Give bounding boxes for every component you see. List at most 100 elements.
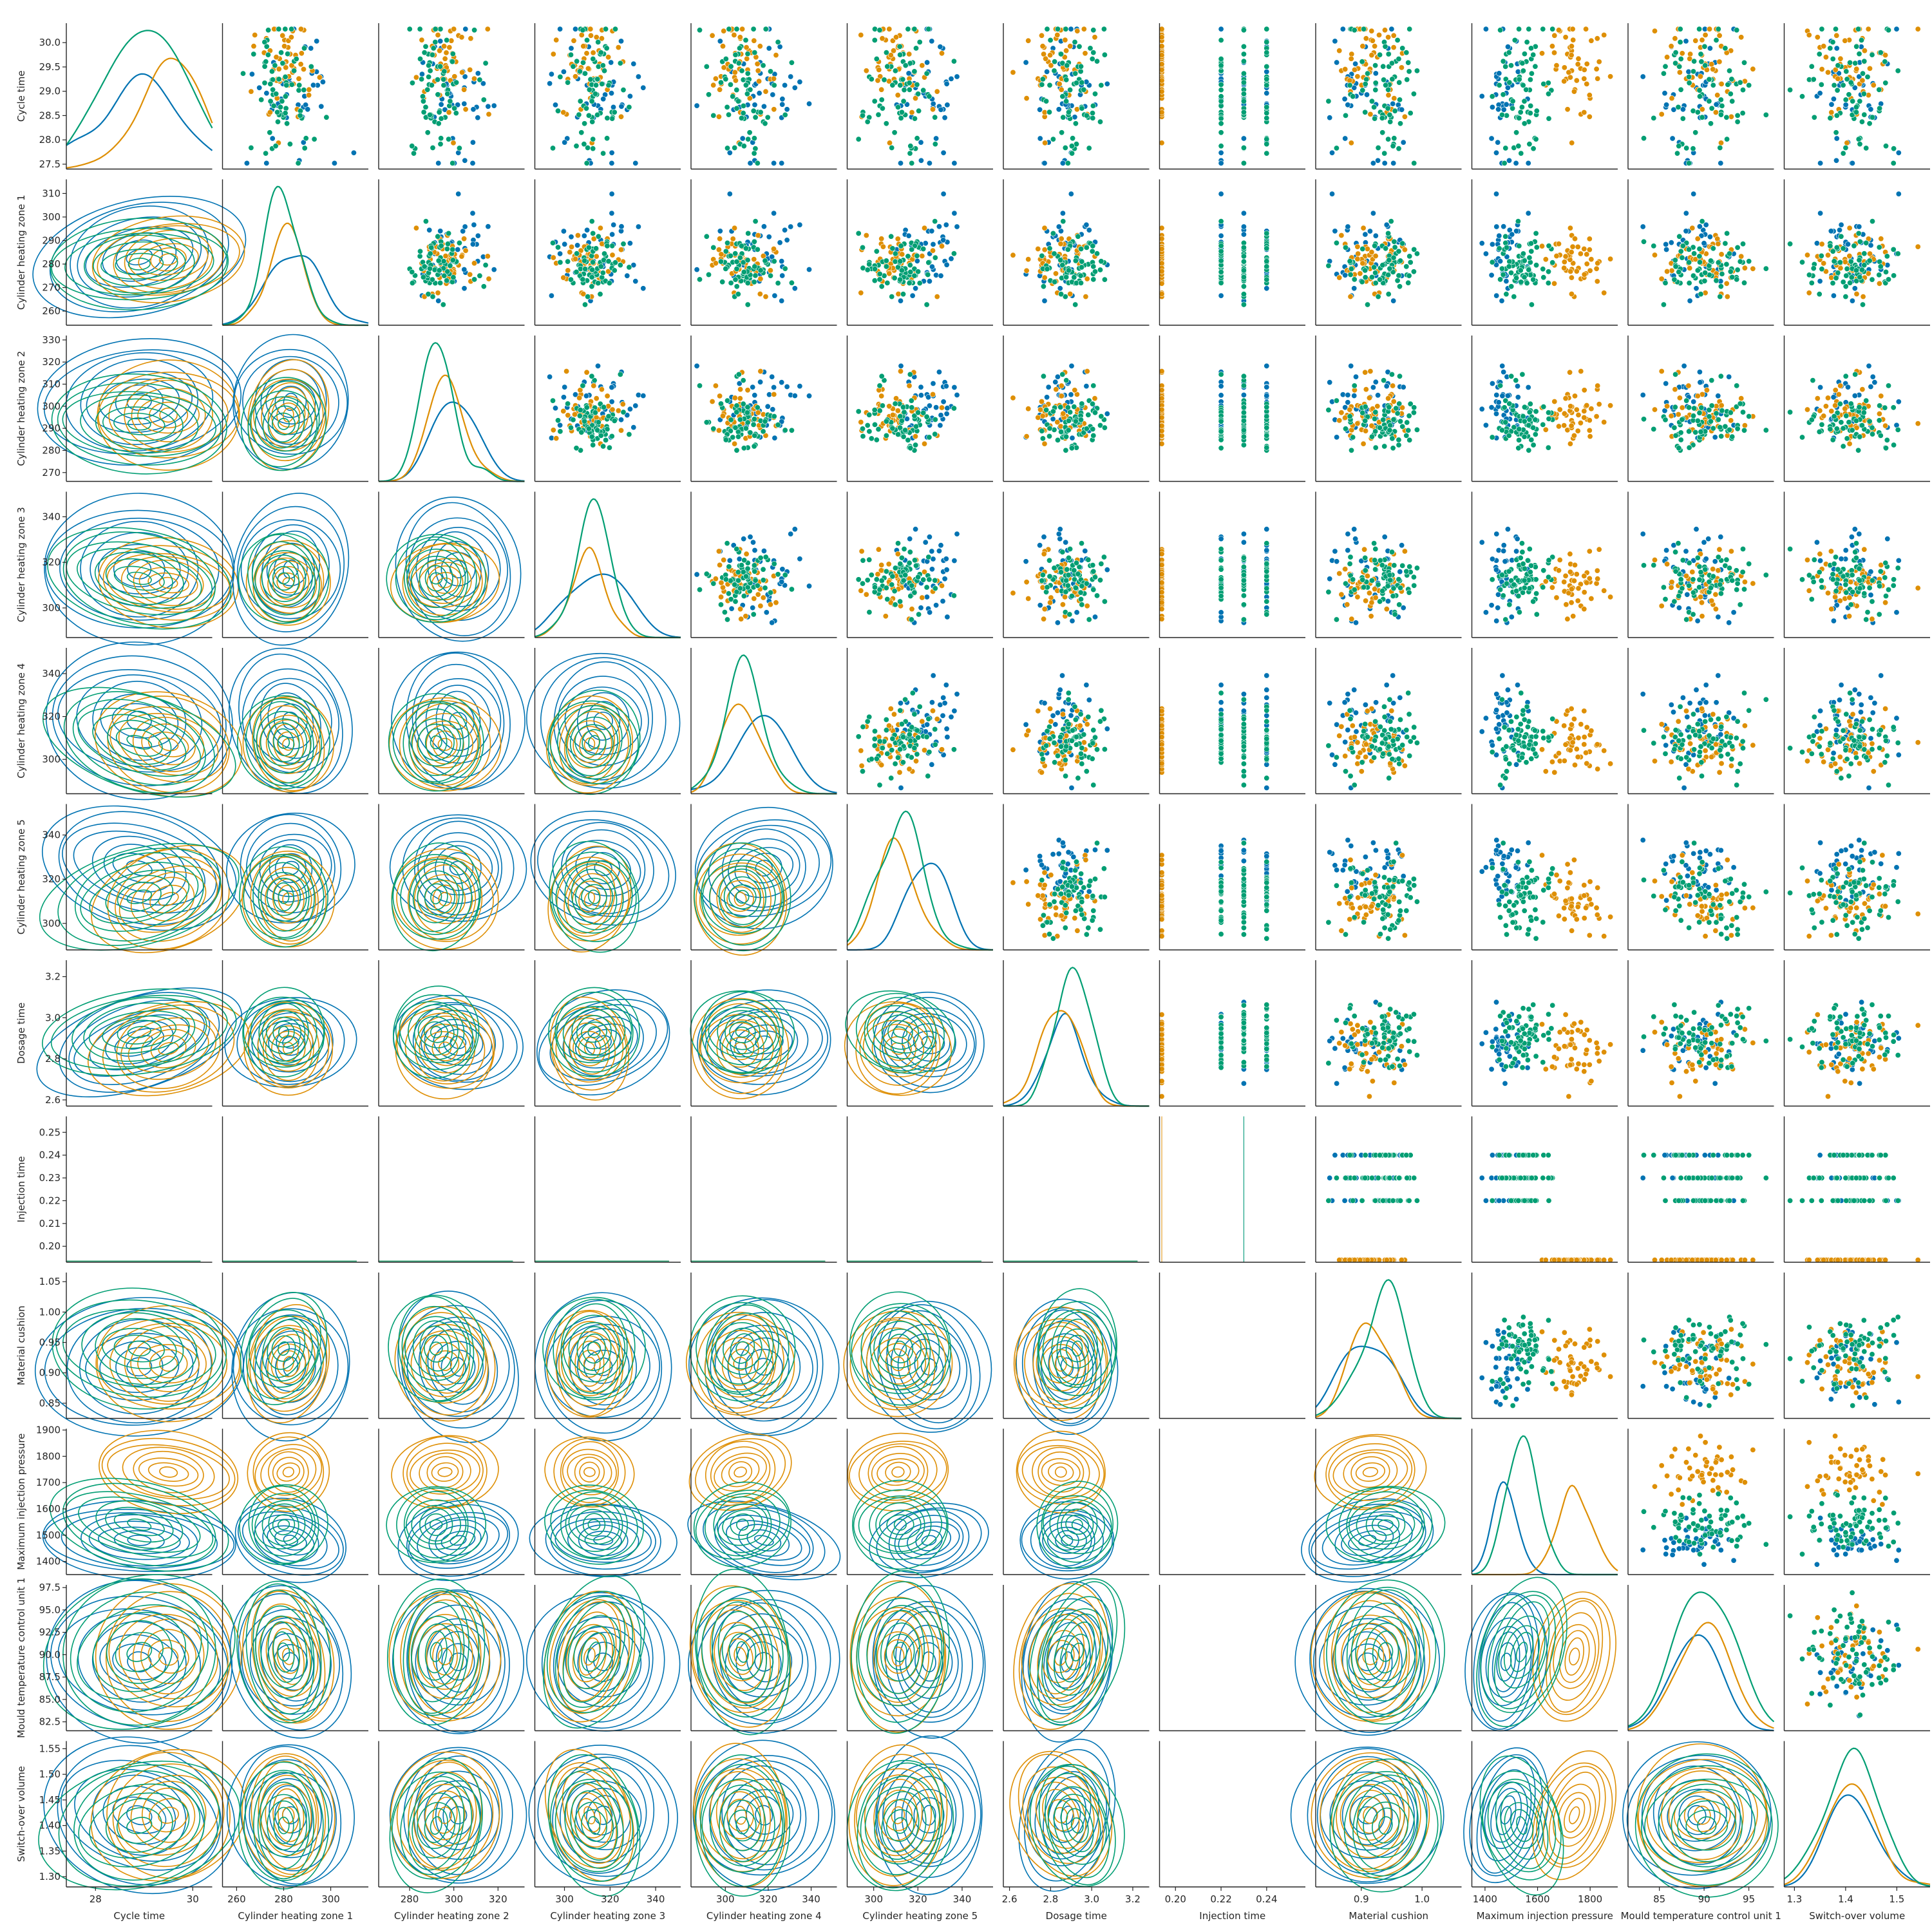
scatter-point — [1044, 395, 1049, 400]
scatter-point — [694, 103, 699, 108]
scatter-point — [1079, 80, 1084, 85]
scatter-point — [1381, 77, 1386, 82]
scatter-point — [1719, 402, 1724, 408]
scatter-point — [1218, 249, 1224, 254]
scatter-point — [1572, 393, 1577, 399]
scatter-point — [1264, 142, 1269, 147]
scatter-point — [735, 434, 741, 439]
scatter-point — [444, 37, 449, 43]
scatter-point — [1218, 56, 1224, 61]
scatter-point — [1370, 38, 1375, 43]
scatter-point — [446, 109, 451, 115]
scatter-point — [1857, 404, 1862, 410]
scatter-point — [1651, 115, 1656, 120]
scatter-point — [1060, 372, 1065, 377]
scatter-point — [697, 28, 702, 33]
scatter-point — [1819, 267, 1824, 272]
scatter-point — [752, 264, 757, 269]
scatter-point — [1741, 428, 1747, 433]
scatter-point — [579, 430, 584, 435]
scatter-point — [856, 137, 861, 142]
scatter-point — [446, 137, 451, 142]
scatter-point — [1400, 241, 1405, 246]
scatter-point — [554, 435, 559, 440]
scatter-point — [1218, 243, 1224, 249]
scatter-point — [558, 429, 563, 434]
scatter-point — [1360, 88, 1365, 93]
scatter-point — [1340, 392, 1345, 397]
scatter-point — [1397, 419, 1403, 424]
scatter-point — [1672, 386, 1678, 392]
scatter-point — [1672, 404, 1678, 410]
scatter-point — [757, 44, 762, 49]
scatter-point — [1359, 59, 1365, 64]
scatter-point — [621, 242, 626, 247]
scatter-point — [771, 160, 776, 166]
scatter-point — [1681, 363, 1687, 368]
scatter-point — [1799, 94, 1804, 99]
scatter-point — [909, 247, 914, 252]
scatter-point — [736, 61, 741, 66]
scatter-point — [1709, 62, 1714, 67]
scatter-point — [1697, 410, 1702, 415]
scatter-point — [735, 292, 741, 297]
panel-r1-c9 — [1472, 180, 1618, 326]
scatter-point — [1672, 277, 1677, 282]
scatter-point — [1352, 61, 1358, 66]
scatter-point — [1867, 419, 1872, 424]
scatter-point — [1050, 409, 1056, 414]
scatter-point — [745, 302, 750, 307]
kde-curve — [66, 74, 213, 151]
scatter-point — [456, 191, 461, 196]
scatter-point — [1583, 26, 1588, 32]
scatter-point — [448, 263, 453, 268]
scatter-point — [1691, 406, 1696, 411]
scatter-point — [694, 363, 699, 368]
scatter-point — [1683, 229, 1689, 234]
scatter-point — [1587, 114, 1592, 119]
scatter-point — [1412, 160, 1417, 166]
scatter-point — [711, 113, 716, 118]
scatter-point — [1848, 401, 1853, 406]
scatter-point — [741, 446, 746, 451]
scatter-point — [1741, 280, 1747, 285]
scatter-point — [557, 251, 562, 256]
scatter-point — [869, 436, 874, 441]
scatter-point — [775, 280, 781, 285]
scatter-point — [1264, 413, 1269, 419]
scatter-point — [1595, 36, 1600, 41]
scatter-point — [308, 46, 314, 51]
scatter-point — [929, 39, 934, 44]
scatter-point — [1817, 292, 1822, 297]
scatter-point — [561, 275, 566, 280]
scatter-point — [1750, 266, 1756, 271]
scatter-point — [1513, 276, 1519, 281]
scatter-point — [741, 269, 746, 274]
scatter-point — [1501, 92, 1506, 97]
scatter-point — [583, 106, 589, 111]
scatter-point — [591, 56, 596, 61]
scatter-point — [451, 26, 457, 32]
scatter-point — [1695, 393, 1700, 399]
scatter-point — [779, 258, 784, 263]
scatter-point — [604, 46, 609, 51]
scatter-point — [1540, 422, 1546, 427]
scatter-point — [1036, 246, 1041, 251]
scatter-point — [893, 68, 898, 73]
scatter-point — [1053, 379, 1058, 384]
scatter-point — [1562, 411, 1567, 416]
panel-r1-c8 — [1316, 180, 1462, 326]
scatter-point — [591, 383, 596, 388]
scatter-point — [551, 255, 556, 260]
scatter-point — [589, 99, 594, 104]
scatter-point — [1241, 211, 1246, 216]
scatter-point — [724, 240, 730, 245]
scatter-point — [711, 82, 716, 88]
scatter-point — [1345, 102, 1350, 108]
scatter-point — [1241, 28, 1246, 33]
scatter-point — [1479, 241, 1484, 246]
scatter-point — [1363, 404, 1368, 409]
scatter-point — [1531, 277, 1536, 282]
scatter-point — [752, 239, 757, 244]
scatter-point — [1369, 99, 1374, 104]
